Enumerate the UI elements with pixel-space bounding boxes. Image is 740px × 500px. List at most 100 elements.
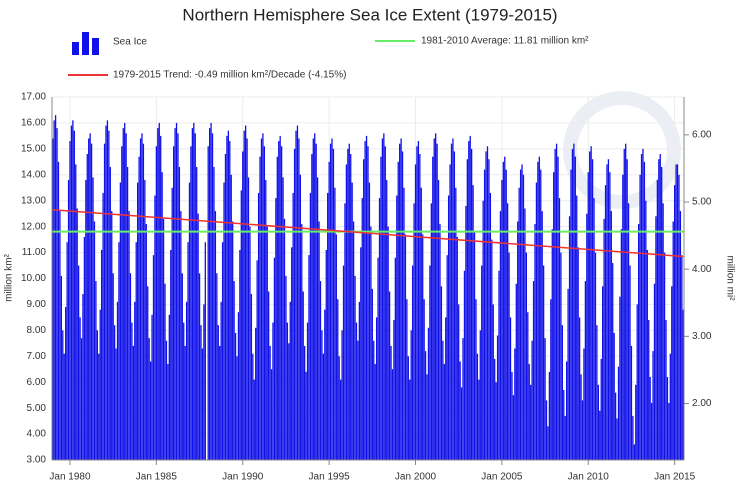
bar [430,203,432,461]
bar [401,151,404,460]
bar [62,330,64,460]
bar [606,164,608,460]
bar [400,138,402,460]
bar [612,262,614,460]
bar [75,164,77,460]
bar [375,317,378,460]
bar [570,169,572,460]
bar [293,148,296,460]
bar [433,138,435,460]
bar [95,281,97,460]
bar [378,198,381,460]
bar [89,133,91,461]
bar [576,195,578,460]
bar [496,335,499,460]
bar [443,364,445,460]
bar [458,304,460,460]
bar [505,169,507,460]
bar [314,133,316,461]
bar [252,353,254,460]
bar [316,177,319,460]
bar [567,288,569,460]
bar [357,340,359,460]
bar [259,156,261,460]
bar [557,156,559,460]
bar [682,309,684,460]
bar [246,138,248,460]
y-tick-label: 10.00 [21,273,46,284]
bar [204,242,206,460]
bar [681,255,683,460]
bar [315,143,317,460]
bar [160,135,162,460]
y2-tick-label: 2.00 [692,398,712,409]
y-tick-label: 4.00 [27,429,47,440]
bar [319,281,322,460]
bar [342,265,345,460]
bar [602,286,604,460]
bar [262,133,264,461]
bar [666,377,669,460]
bar [327,192,329,460]
bar [324,309,326,460]
bar [122,128,124,460]
y-tick-label: 15.00 [21,143,46,154]
bar [304,345,306,460]
bar [502,161,504,461]
bar [456,237,458,460]
bar [625,143,627,460]
bar [236,356,238,460]
bar [596,325,598,460]
bar [99,309,101,460]
bar [213,167,215,460]
bar [553,172,555,460]
bar [506,203,509,461]
bar [652,351,654,460]
bar [555,143,558,460]
bar [240,190,242,461]
bar [416,146,418,460]
bar [476,353,479,460]
bar [571,148,574,460]
bar [288,343,290,460]
bar [610,211,612,460]
bar [101,249,103,460]
bar [380,156,382,460]
bar [465,205,467,460]
bar [525,252,528,460]
bar [332,148,335,460]
bar [550,299,552,460]
bar [495,382,497,460]
bar [276,156,278,460]
bar [432,156,434,460]
bar [367,146,369,460]
bar [661,167,663,460]
bar [103,143,106,460]
watermark [563,91,681,209]
bar [600,358,602,460]
bar [52,138,54,460]
bar [436,143,438,460]
bar [291,247,293,460]
x-tick-label: Jan 2015 [654,472,696,483]
bar [280,146,283,460]
bar [306,322,309,460]
bar [563,389,565,460]
bar [524,208,526,460]
bar [397,161,399,461]
bar [447,195,450,460]
bar [137,182,139,461]
bar [542,265,545,460]
bar [191,128,194,460]
bar [154,195,156,460]
bar [311,154,313,461]
bar [198,273,201,460]
bar [305,371,307,460]
bar [341,330,343,460]
bar [152,255,155,460]
bar [554,148,556,460]
bar [242,151,244,460]
bar [358,301,361,460]
bar [671,286,673,460]
bar [93,221,96,460]
